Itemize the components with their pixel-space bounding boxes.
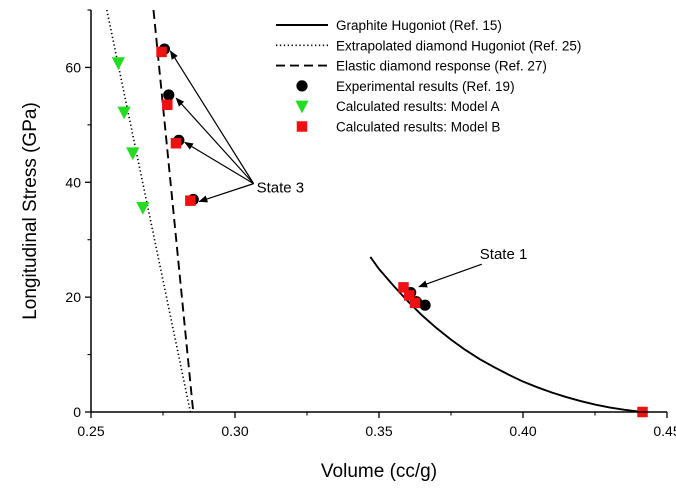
- y-tick-label: 20: [65, 289, 81, 305]
- y-tick-label: 0: [73, 404, 81, 420]
- point-s3-6: [419, 299, 431, 311]
- point-s4-3: [136, 201, 150, 215]
- series-line-1: [106, 10, 192, 412]
- point-s4-0: [111, 57, 125, 71]
- point-s5-0: [156, 46, 167, 58]
- legend-marker-4: [295, 100, 309, 114]
- annotation-layer: State 3 State 1: [169, 50, 528, 288]
- annotation-arrow-0-0: [169, 50, 255, 184]
- legend-label: Calculated results: Model A: [336, 99, 500, 114]
- point-s5-1: [162, 99, 173, 111]
- axes-layer: 0.25 0.30 0.35 0.40 0.45 0 20 40 60 Volume (cc/g)…: [20, 9, 676, 482]
- annotation-label: State 3: [257, 180, 305, 197]
- point-s5-4: [398, 282, 409, 293]
- point-s3-1: [163, 89, 175, 101]
- legend-label: Extrapolated diamond Hugoniot (Ref. 25): [336, 38, 581, 53]
- y-axis-title: Longitudinal Stress (GPa): [20, 102, 41, 320]
- legend-label: Experimental results (Ref. 19): [336, 79, 515, 94]
- point-s4-2: [126, 147, 140, 161]
- series-line-2: [152, 10, 195, 412]
- x-tick-label: 0.45: [653, 423, 676, 439]
- point-s5-3: [185, 195, 196, 206]
- annotation-label: State 1: [480, 246, 528, 263]
- legend-label: Graphite Hugoniot (Ref. 15): [336, 18, 502, 33]
- annotation-arrow-0-1: [175, 97, 255, 185]
- y-tick-label: 40: [65, 174, 81, 190]
- x-tick-label: 0.40: [509, 423, 536, 439]
- x-tick-label: 0.35: [365, 423, 392, 439]
- points-layer: [111, 43, 648, 418]
- x-tick-label: 0.30: [221, 423, 248, 439]
- point-s4-1: [117, 106, 131, 120]
- legend-label: Elastic diamond response (Ref. 27): [336, 59, 547, 74]
- point-s5-6: [409, 297, 421, 309]
- x-axis-title: Volume (cc/g): [321, 461, 437, 482]
- legend-label: Calculated results: Model B: [336, 120, 500, 135]
- annotation-arrow-0-2: [184, 141, 254, 185]
- annotation-arrow-1-0: [418, 263, 483, 288]
- y-tick-label: 60: [65, 59, 81, 75]
- point-s5-2: [170, 137, 182, 149]
- x-tick-label: 0.25: [77, 423, 104, 439]
- legend: Graphite Hugoniot (Ref. 15) Extrapolated …: [276, 18, 581, 135]
- series-line-0: [369, 256, 643, 412]
- point-s5-5: [403, 290, 415, 301]
- annotation-arrow-0-3: [198, 183, 254, 203]
- legend-marker-5: [296, 121, 308, 132]
- legend-marker-3: [296, 80, 308, 92]
